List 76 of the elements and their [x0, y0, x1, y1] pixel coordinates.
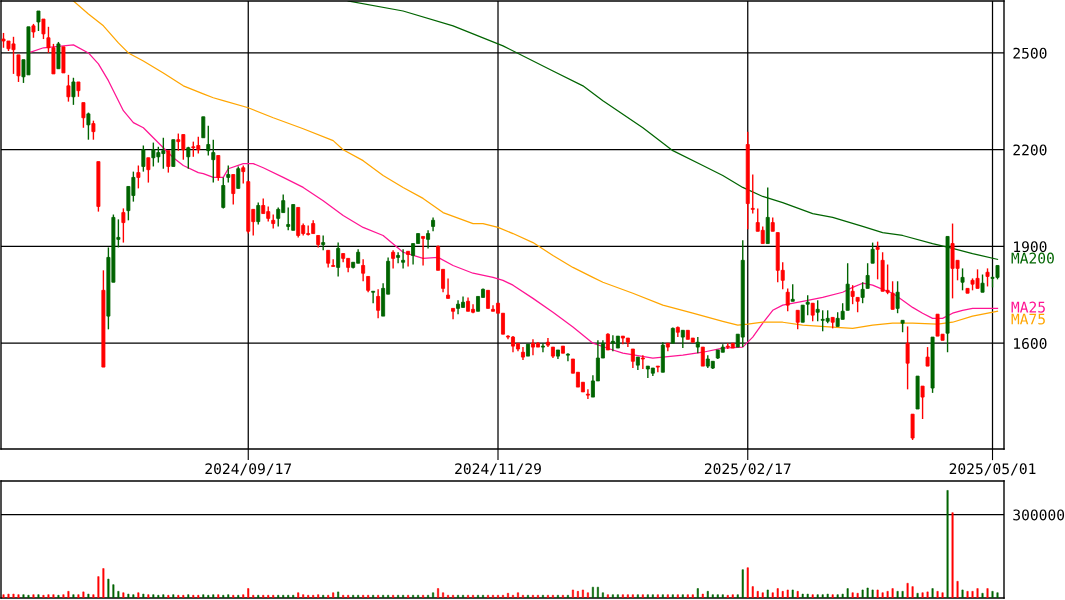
- candlestick: [905, 325, 910, 391]
- candlestick: [870, 241, 875, 264]
- candlestick: [361, 258, 366, 282]
- candlestick: [540, 342, 545, 353]
- candlestick: [121, 207, 126, 244]
- y-tick-label: 1900: [1014, 241, 1047, 253]
- candlestick: [785, 287, 790, 312]
- candlestick: [206, 125, 211, 157]
- candlestick: [396, 251, 401, 264]
- candlestick: [585, 388, 590, 400]
- candlestick: [815, 299, 820, 322]
- candlestick: [910, 413, 915, 441]
- candlestick: [795, 309, 800, 331]
- candlestick: [216, 154, 221, 182]
- y-tick-label: 300000: [1013, 509, 1065, 521]
- candlestick: [925, 346, 930, 367]
- candlestick: [565, 352, 570, 362]
- candlestick: [236, 165, 241, 190]
- line-series: [72, 1, 999, 329]
- candlestick: [241, 164, 246, 185]
- candlestick: [16, 54, 21, 83]
- candlestick: [451, 307, 456, 321]
- x-tick-label: 2024/11/29: [455, 463, 541, 476]
- candlestick: [211, 138, 216, 184]
- candlestick: [231, 173, 236, 206]
- candlestick: [960, 267, 965, 292]
- candlestick: [221, 176, 226, 210]
- candlestick: [630, 348, 635, 369]
- y-tick-label: 1600: [1014, 337, 1047, 349]
- candlestick: [421, 235, 426, 267]
- candlestick: [81, 101, 86, 129]
- candlestick: [446, 277, 451, 300]
- candlestick: [136, 164, 141, 190]
- candlestick: [256, 201, 261, 226]
- candlestick: [895, 280, 900, 314]
- candlestick: [36, 10, 41, 32]
- candlestick: [985, 267, 990, 288]
- candlestick: [321, 234, 326, 252]
- candlestick: [146, 157, 151, 184]
- candlestick: [640, 354, 645, 370]
- series-label: MA75: [1011, 313, 1045, 325]
- candlestick: [66, 74, 71, 103]
- candlestick: [426, 229, 431, 250]
- x-tick-label: 2024/09/17: [205, 463, 292, 476]
- candlestick: [810, 302, 815, 322]
- x-tick-label: 2025/02/17: [704, 463, 791, 476]
- candlestick: [371, 290, 376, 304]
- candlestick: [860, 281, 865, 304]
- candlestick: [71, 77, 76, 106]
- candlestick: [700, 346, 705, 367]
- x-tick-label: 2025/05/01: [949, 463, 1036, 476]
- series-label: MA200: [1011, 252, 1054, 264]
- candlestick: [201, 116, 206, 139]
- candlestick: [141, 144, 146, 173]
- candlestick: [376, 288, 381, 320]
- candlestick: [286, 206, 291, 232]
- candlestick: [920, 385, 925, 420]
- candlestick: [486, 289, 490, 310]
- candlestick: [890, 280, 895, 311]
- candlestick: [41, 18, 46, 40]
- candlestick: [166, 149, 171, 174]
- candlestick: [865, 262, 870, 290]
- y-tick-label: 2500: [1013, 47, 1047, 59]
- candlestick: [456, 299, 461, 315]
- candlestick: [91, 119, 96, 141]
- candlestick: [406, 250, 411, 268]
- candlestick: [401, 248, 406, 270]
- candlestick: [336, 241, 341, 278]
- series-label: MA25: [1011, 301, 1045, 313]
- candlestick: [850, 284, 855, 305]
- candlestick: [86, 111, 91, 141]
- candlestick: [391, 249, 396, 270]
- candlestick: [331, 258, 336, 268]
- candlestick: [750, 173, 755, 215]
- y-tick-label: 2200: [1013, 144, 1047, 156]
- candlestick: [875, 240, 880, 281]
